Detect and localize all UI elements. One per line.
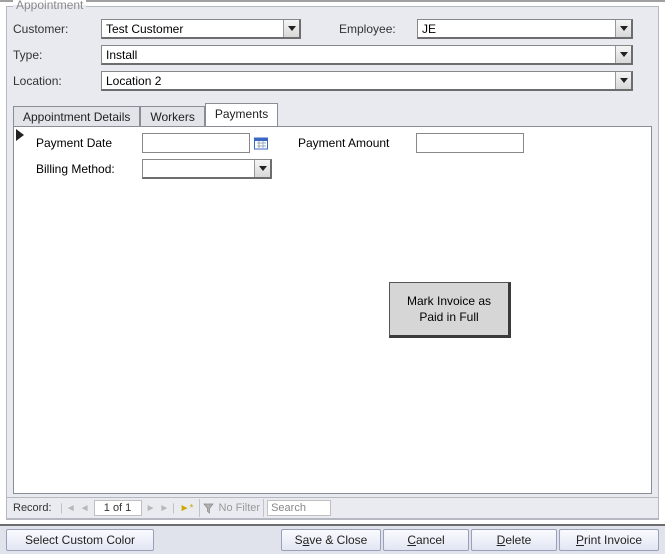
payment-amount-input[interactable]: [416, 133, 524, 153]
type-label: Type:: [13, 48, 101, 62]
tab-appointment-details[interactable]: Appointment Details: [13, 106, 140, 127]
billing-method-label: Billing Method:: [36, 162, 142, 176]
cancel-button[interactable]: Cancel: [383, 529, 469, 551]
payment-date-input[interactable]: [142, 133, 250, 153]
dropdown-icon[interactable]: [615, 20, 631, 37]
billing-method-select[interactable]: [142, 159, 272, 179]
customer-value: Test Customer: [102, 22, 283, 36]
nav-new-icon[interactable]: ►*: [178, 499, 196, 517]
dropdown-icon[interactable]: [254, 160, 270, 177]
customer-select[interactable]: Test Customer: [101, 19, 301, 39]
record-label: Record:: [7, 502, 58, 514]
command-bar: Select Custom Color Save & Close Cancel …: [0, 524, 665, 554]
mark-paid-button[interactable]: Mark Invoice as Paid in Full: [389, 282, 511, 338]
type-select[interactable]: Install: [101, 45, 633, 65]
divider: [263, 499, 264, 517]
print-invoice-button[interactable]: Print Invoice: [559, 529, 659, 551]
location-value: Location 2: [102, 74, 615, 88]
delete-button[interactable]: Delete: [471, 529, 557, 551]
dropdown-icon[interactable]: [615, 46, 631, 63]
employee-label: Employee:: [339, 22, 417, 36]
save-close-button[interactable]: Save & Close: [281, 529, 381, 551]
payment-amount-label: Payment Amount: [298, 136, 416, 150]
record-position[interactable]: 1 of 1: [94, 500, 142, 516]
nav-prev-icon[interactable]: ◄: [76, 499, 94, 517]
record-marker-icon: [16, 129, 24, 141]
type-value: Install: [102, 48, 615, 62]
location-select[interactable]: Location 2: [101, 71, 633, 91]
tab-payments[interactable]: Payments: [205, 103, 278, 126]
no-filter-label: No Filter: [217, 502, 261, 514]
nav-next-icon[interactable]: ►: [142, 499, 160, 517]
group-title: Appointment: [13, 0, 86, 12]
nav-first-icon[interactable]: ❘◄: [58, 499, 76, 517]
location-label: Location:: [13, 74, 101, 88]
tab-workers[interactable]: Workers: [140, 106, 204, 127]
employee-select[interactable]: JE: [417, 19, 633, 39]
payments-panel: Payment Date Payment Amount Billin: [13, 126, 652, 494]
funnel-icon: [203, 503, 214, 514]
employee-value: JE: [418, 22, 615, 36]
record-navigator: Record: ❘◄ ◄ 1 of 1 ► ►❘ ►* No Filter Se…: [7, 497, 658, 519]
search-input[interactable]: Search: [267, 500, 331, 516]
tab-strip: Appointment Details Workers Payments: [13, 103, 652, 126]
calendar-icon[interactable]: [252, 134, 270, 152]
dropdown-icon[interactable]: [615, 72, 631, 89]
appointment-groupbox: Appointment Customer: Test Customer Empl…: [6, 6, 659, 520]
payment-date-label: Payment Date: [36, 136, 142, 150]
customer-label: Customer:: [13, 22, 101, 36]
divider: [199, 499, 200, 517]
select-color-button[interactable]: Select Custom Color: [6, 529, 154, 551]
nav-last-icon[interactable]: ►❘: [160, 499, 178, 517]
dropdown-icon[interactable]: [283, 20, 299, 37]
